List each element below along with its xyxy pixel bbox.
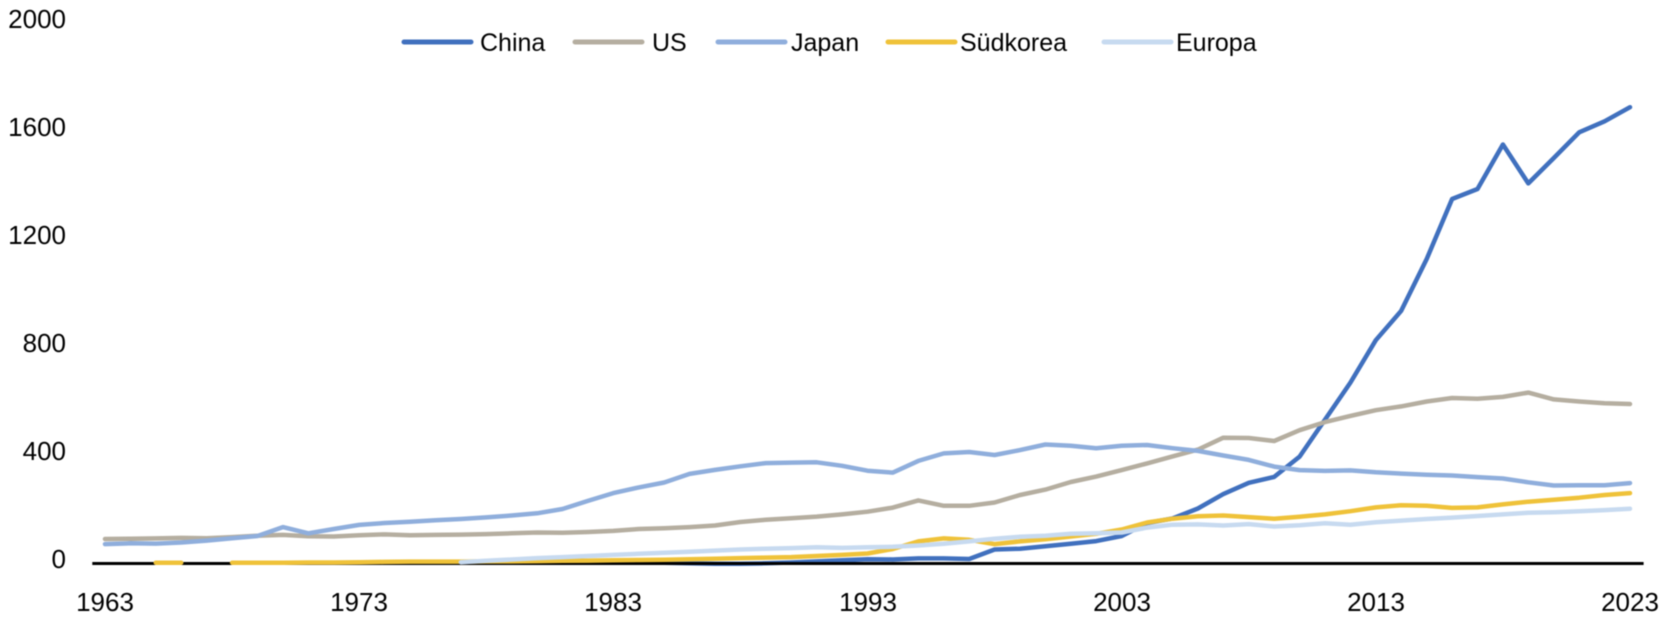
svg-text:0: 0: [52, 544, 66, 574]
svg-text:1973: 1973: [330, 587, 388, 617]
svg-text:2023: 2023: [1601, 587, 1659, 617]
svg-text:Europa: Europa: [1176, 29, 1257, 57]
svg-text:China: China: [480, 29, 545, 57]
svg-text:2013: 2013: [1347, 587, 1405, 617]
svg-text:Japan: Japan: [791, 29, 859, 57]
svg-text:400: 400: [23, 436, 66, 466]
svg-text:1963: 1963: [76, 587, 134, 617]
svg-text:US: US: [652, 29, 687, 57]
svg-text:1600: 1600: [8, 112, 66, 142]
svg-text:1993: 1993: [839, 587, 897, 617]
svg-text:2000: 2000: [8, 4, 66, 34]
svg-text:1983: 1983: [584, 587, 642, 617]
svg-text:2003: 2003: [1093, 587, 1151, 617]
svg-text:Südkorea: Südkorea: [960, 29, 1067, 57]
svg-text:1200: 1200: [8, 220, 66, 250]
svg-text:800: 800: [23, 328, 66, 358]
